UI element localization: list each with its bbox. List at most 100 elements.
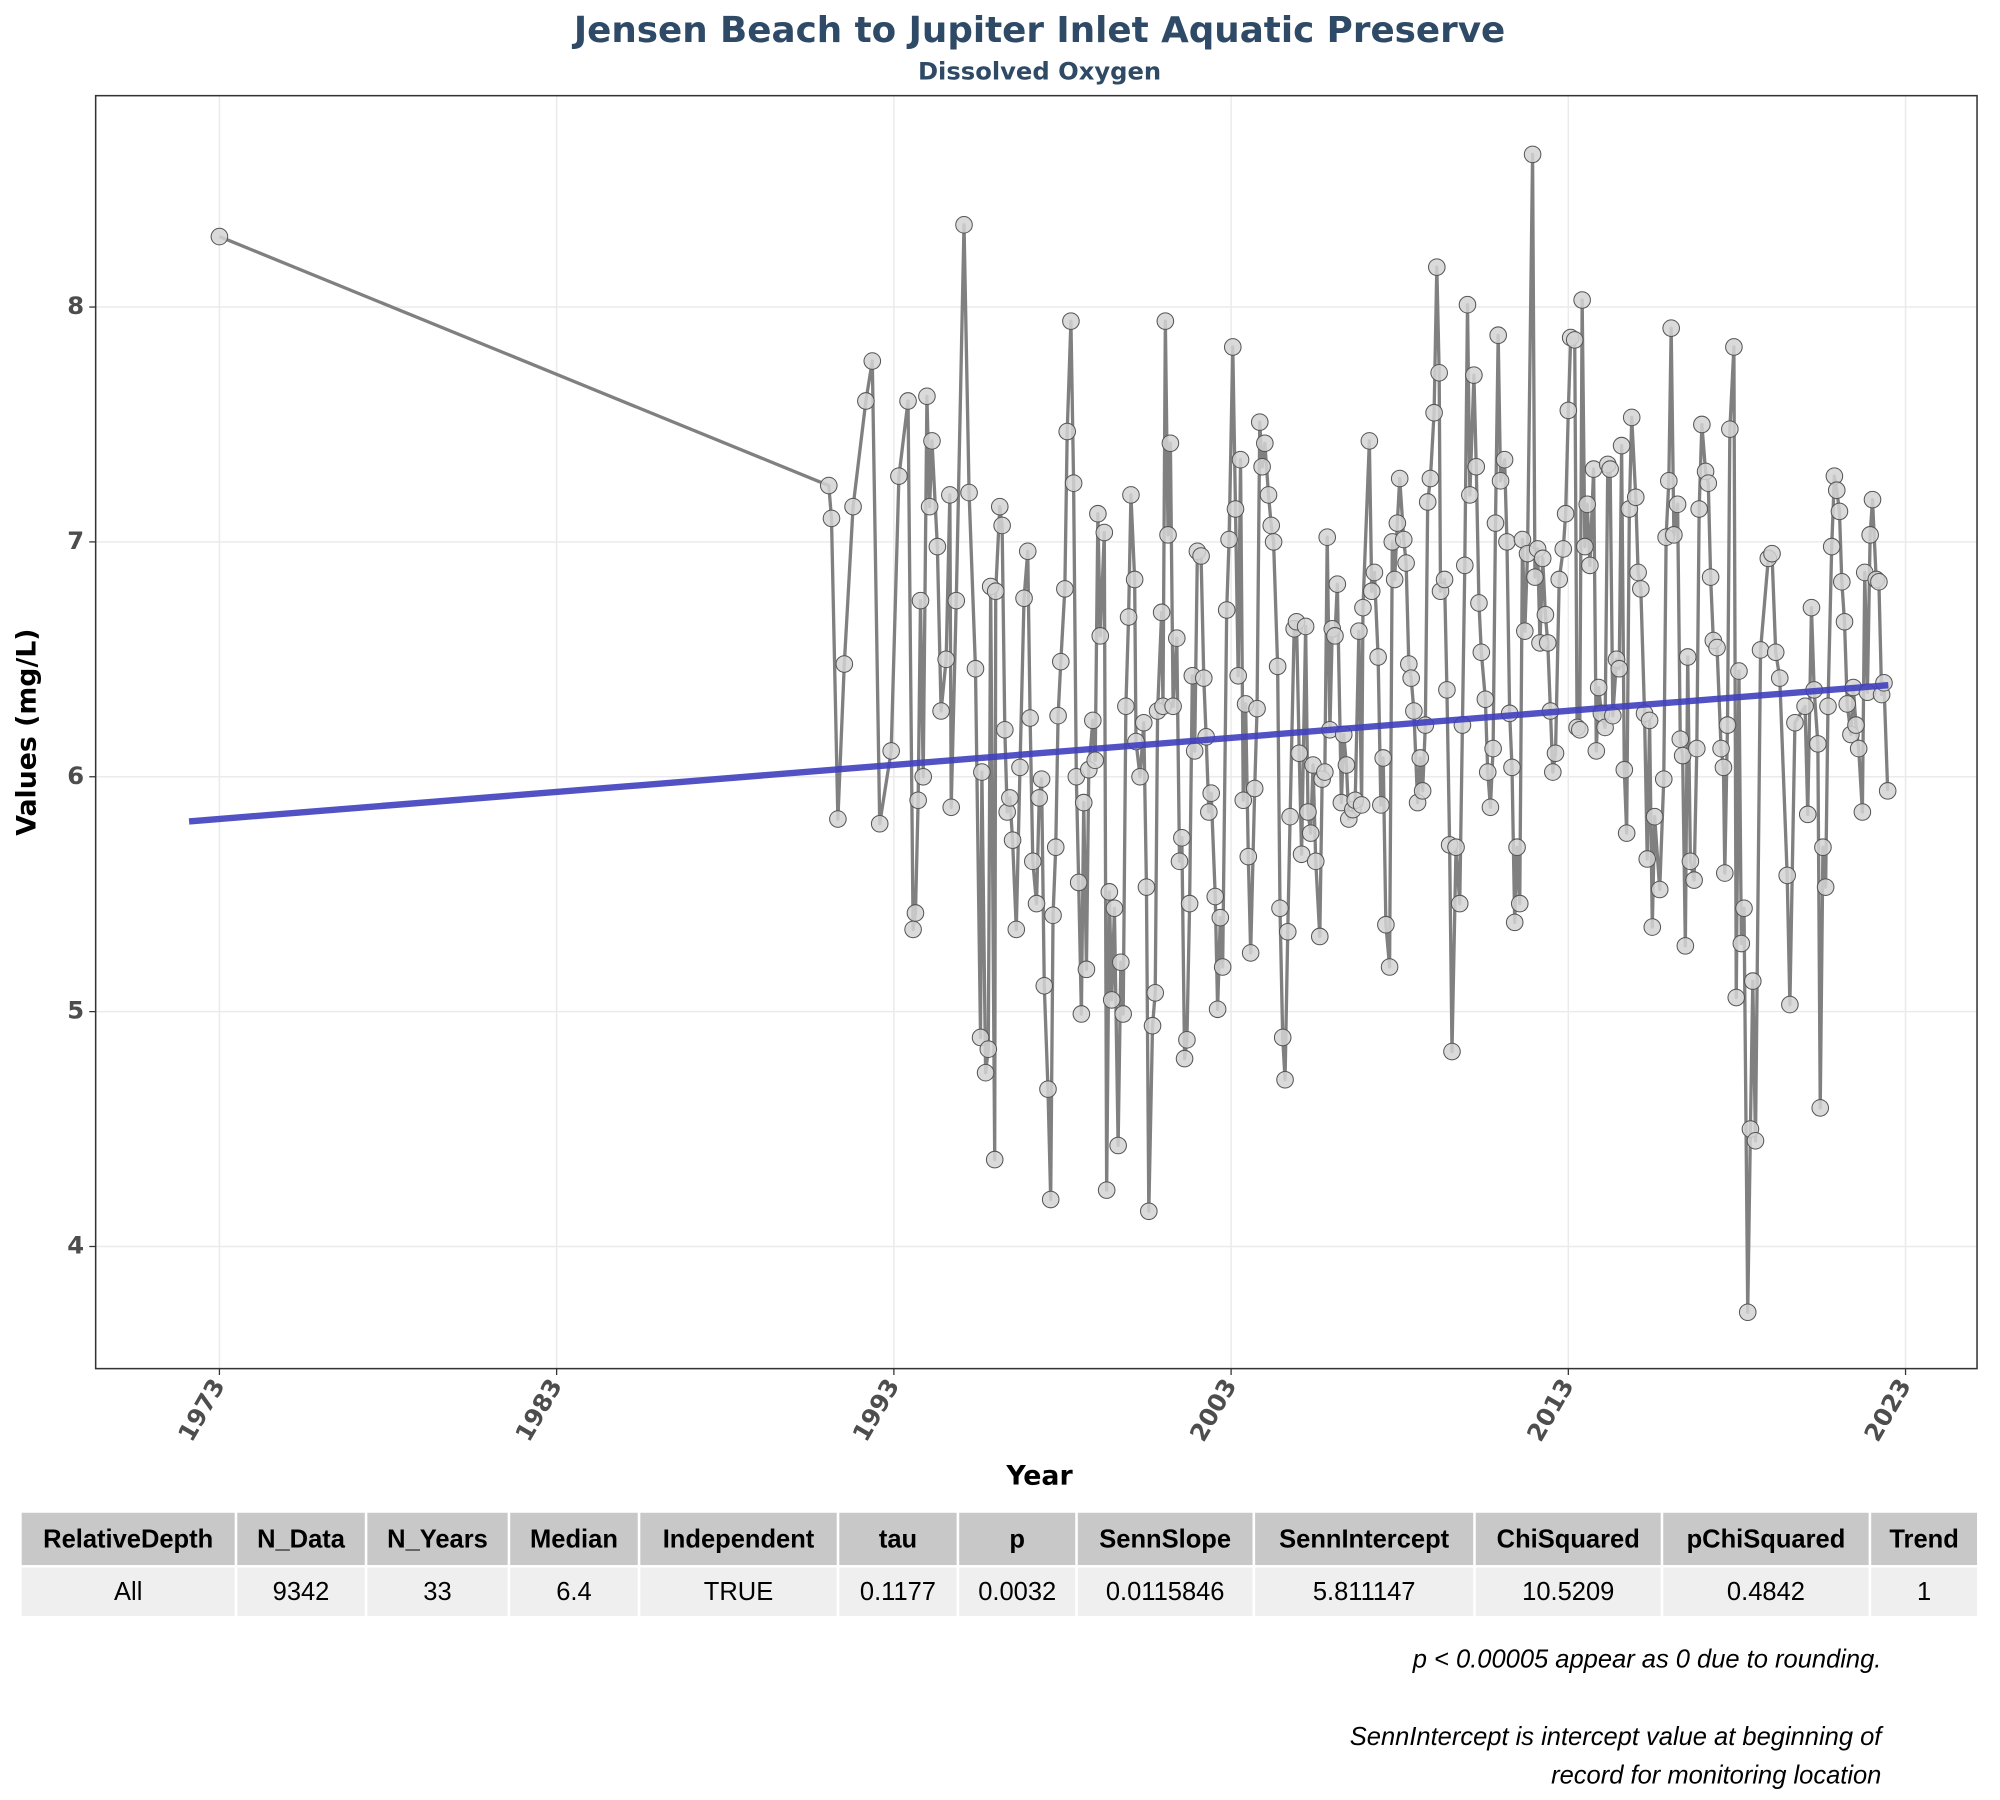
data-point [1360, 432, 1379, 450]
data-point [1816, 878, 1835, 896]
data-point [928, 537, 947, 556]
data-point [1035, 976, 1054, 995]
data-point [904, 920, 922, 939]
data-point [1337, 756, 1356, 774]
data-point [1725, 338, 1743, 356]
data-point [1802, 598, 1821, 617]
data-point [1180, 894, 1199, 913]
data-point [1290, 744, 1309, 763]
data-point [1134, 713, 1153, 732]
data-point [1751, 641, 1770, 659]
data-point [1109, 1136, 1127, 1155]
data-point [986, 582, 1005, 601]
data-point [1301, 824, 1320, 842]
data-point [1372, 796, 1390, 814]
header-text: Trend [1889, 1526, 1958, 1554]
data-point [1526, 568, 1544, 586]
data-point [1443, 1042, 1461, 1061]
data-point [1486, 514, 1505, 532]
data-point [1262, 516, 1281, 535]
data-point [1638, 850, 1657, 868]
data-point [1168, 629, 1186, 647]
data-point [1470, 594, 1488, 612]
data-point [1610, 659, 1629, 678]
cell-text: All [114, 1578, 142, 1606]
data-point [1863, 490, 1882, 509]
data-point [1194, 669, 1213, 687]
cell-text: 0.1177 [860, 1578, 936, 1606]
data-point [1878, 782, 1897, 800]
data-point [1316, 763, 1334, 781]
data-point [1058, 422, 1077, 441]
data-point [1671, 730, 1690, 748]
data-point [1654, 770, 1673, 788]
data-point [1369, 648, 1387, 666]
data-point [1498, 533, 1516, 551]
data-point [1278, 922, 1297, 941]
data-point [1676, 937, 1695, 955]
data-point [1622, 408, 1641, 427]
data-point [1152, 603, 1171, 622]
data-point [1425, 403, 1443, 422]
data-point [1495, 450, 1514, 469]
data-point [1024, 852, 1042, 871]
data-point [1870, 573, 1888, 591]
note: record for monitoring location [1551, 1762, 1881, 1790]
cell-text: 1 [1917, 1578, 1931, 1606]
data-point [911, 591, 930, 610]
data-point [973, 763, 991, 781]
header-cell [510, 1512, 638, 1566]
data-point [1011, 758, 1029, 777]
data-point [1377, 915, 1395, 934]
cell-text: 9342 [273, 1578, 330, 1606]
data-point [1472, 643, 1491, 662]
data-point [1003, 831, 1022, 849]
data-point [1489, 326, 1507, 345]
data-point [1388, 514, 1407, 532]
data-point [1819, 697, 1837, 716]
header-text: pChiSquared [1687, 1526, 1846, 1554]
y-tick-label: 5 [67, 997, 84, 1025]
data-point [1046, 838, 1065, 857]
data-point [1143, 1016, 1162, 1035]
header-cell [1475, 1512, 1661, 1566]
data-point [1089, 504, 1107, 523]
data-point [1476, 690, 1495, 709]
data-point [210, 227, 229, 246]
y-tick-label: 8 [67, 292, 84, 320]
data-point [1718, 716, 1737, 734]
data-point [1253, 457, 1271, 476]
data-point [1581, 556, 1599, 575]
y-tick-label: 4 [67, 1231, 84, 1259]
cell-text: 0.4842 [1727, 1578, 1805, 1606]
data-point [1175, 1049, 1194, 1068]
y-tick-label: 6 [67, 762, 84, 790]
data-point [1208, 1000, 1227, 1019]
data-point [1226, 500, 1245, 518]
data-point [1159, 526, 1177, 544]
data-point [990, 497, 1009, 516]
data-point [1632, 580, 1650, 598]
data-point [1516, 622, 1534, 640]
data-point [1811, 1099, 1830, 1117]
data-point [1693, 415, 1711, 434]
data-point [1281, 807, 1299, 826]
data-point [1438, 681, 1456, 699]
data-point [960, 483, 978, 502]
data-point [1062, 312, 1080, 330]
data-point [1538, 634, 1557, 652]
data-point [1354, 598, 1372, 617]
data-point [1164, 697, 1182, 716]
data-point [1239, 847, 1258, 866]
data-point [1861, 526, 1879, 544]
data-point [1161, 434, 1180, 453]
header-cell [1871, 1512, 1978, 1566]
header-text: RelativeDepth [43, 1526, 213, 1554]
data-point [1211, 908, 1230, 927]
header-text: Independent [663, 1526, 815, 1554]
data-point [993, 516, 1011, 535]
table-cell [21, 1567, 235, 1617]
data-point [1573, 291, 1591, 309]
data-point [1770, 669, 1789, 687]
data-point [1587, 742, 1606, 760]
